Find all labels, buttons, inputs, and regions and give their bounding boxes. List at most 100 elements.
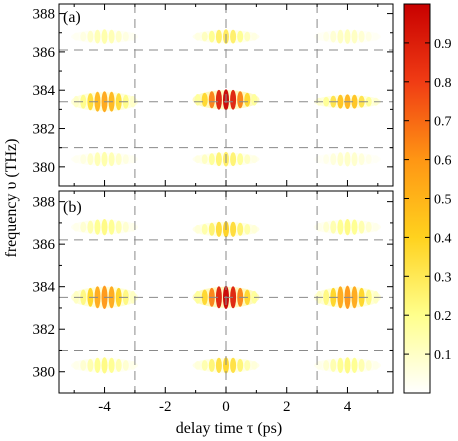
heatmap-blob (192, 29, 260, 44)
x-axis-label: delay time τ (ps) (176, 420, 282, 437)
heatmap-fringe (337, 286, 344, 309)
heatmap-fringe (237, 153, 244, 166)
heatmap-fringe (201, 92, 208, 107)
panel-b-guide-lines (59, 191, 393, 393)
heatmap-fringe (323, 154, 330, 164)
heatmap-blob (314, 29, 381, 44)
heatmap-fringe (115, 220, 122, 234)
heatmap-fringe (101, 219, 108, 236)
x-tick-label: 0 (222, 399, 230, 415)
heatmap-fringe (94, 29, 101, 44)
y-tick-label: 386 (33, 45, 56, 61)
heatmap-fringe (351, 29, 358, 44)
heatmap-fringe (208, 30, 215, 43)
heatmap-fringe (251, 32, 258, 41)
heatmap-fringe (230, 286, 237, 309)
heatmap-blob (314, 219, 381, 236)
heatmap-blob (314, 151, 381, 167)
heatmap-fringe (223, 357, 229, 374)
heatmap-fringe (108, 29, 115, 44)
heatmap-fringe (230, 357, 237, 373)
heatmap-fringe (344, 151, 351, 167)
heatmap-fringe (201, 224, 208, 235)
heatmap-fringe (344, 357, 351, 374)
heatmap-fringe (80, 154, 87, 164)
heatmap-fringe (87, 220, 94, 234)
heatmap-fringe (372, 155, 379, 164)
colorbar-tick-label: 0.6 (434, 154, 452, 169)
heatmap-fringe (230, 29, 237, 44)
heatmap-fringe (251, 94, 258, 106)
heatmap-fringe (208, 91, 215, 109)
heatmap-fringe (337, 94, 344, 109)
heatmap-fringe (358, 358, 365, 372)
heatmap-fringe (351, 152, 358, 167)
colorbar-tick-label: 0.5 (434, 193, 452, 208)
heatmap-fringe (194, 94, 201, 106)
heatmap-fringe (115, 287, 122, 307)
heatmap-fringe (201, 154, 208, 164)
heatmap-fringe (122, 154, 129, 164)
heatmap-fringe (244, 360, 251, 371)
heatmap-fringe (237, 30, 244, 43)
heatmap-fringe (208, 222, 215, 236)
y-tick-label: 384 (33, 83, 56, 99)
heatmap-fringe (115, 358, 122, 372)
heatmap-fringe (108, 152, 115, 167)
heatmap-fringe (337, 357, 344, 373)
panel-a-heatmap (71, 29, 381, 167)
heatmap-fringe (122, 221, 129, 233)
heatmap-fringe (244, 154, 251, 164)
colorbar-tick-label: 0.1 (434, 348, 452, 363)
heatmap-fringe (129, 32, 136, 41)
heatmap-fringe (122, 360, 129, 371)
heatmap-fringe (365, 154, 372, 164)
heatmap-fringe (73, 222, 80, 232)
heatmap-fringe (365, 221, 372, 233)
heatmap-fringe (194, 155, 201, 164)
heatmap-fringe (101, 29, 108, 44)
heatmap-fringe (94, 152, 101, 167)
heatmap-blob (192, 357, 260, 374)
y-tick-label: 380 (33, 365, 56, 381)
heatmap-fringe (73, 155, 80, 164)
heatmap-fringe (237, 222, 244, 236)
heatmap-fringe (115, 93, 122, 111)
heatmap-fringe (101, 151, 108, 167)
y-tick-label: 382 (33, 322, 56, 338)
heatmap-fringe (215, 357, 222, 373)
heatmap-fringe (337, 152, 344, 167)
heatmap-fringe (323, 31, 330, 42)
heatmap-fringe (316, 222, 323, 232)
heatmap-fringe (316, 32, 323, 41)
colorbar-tick-label: 0.2 (434, 309, 452, 324)
panel-b: -4 -2 0 2 4 380 382 384 386 388 (b) (33, 190, 394, 415)
heatmap-fringe (230, 89, 237, 110)
heatmap-fringe (323, 221, 330, 233)
heatmap-fringe (115, 153, 122, 166)
heatmap-fringe (230, 221, 237, 237)
heatmap-fringe (230, 152, 237, 167)
heatmap-fringe (194, 361, 201, 370)
heatmap-fringe (344, 219, 351, 236)
colorbar-tick-label: 0.4 (434, 231, 452, 246)
heatmap-fringe (316, 361, 323, 370)
heatmap-fringe (115, 30, 122, 43)
heatmap-fringe (129, 155, 136, 164)
heatmap-fringe (251, 224, 258, 234)
panel-b-heatmap (71, 219, 381, 374)
heatmap-blob (71, 151, 138, 167)
x-tick-label: 2 (283, 399, 291, 415)
heatmap-fringe (94, 219, 101, 235)
heatmap-fringe (323, 360, 330, 371)
heatmap-blob (71, 219, 138, 236)
heatmap-fringe (351, 94, 358, 109)
heatmap-fringe (215, 286, 222, 309)
heatmap-fringe (108, 357, 115, 373)
heatmap-fringe (129, 95, 136, 108)
heatmap-fringe (316, 155, 323, 164)
heatmap-fringe (94, 357, 101, 373)
heatmap-fringe (215, 221, 222, 237)
heatmap-fringe (344, 29, 351, 44)
y-tick-label: 388 (33, 7, 56, 23)
